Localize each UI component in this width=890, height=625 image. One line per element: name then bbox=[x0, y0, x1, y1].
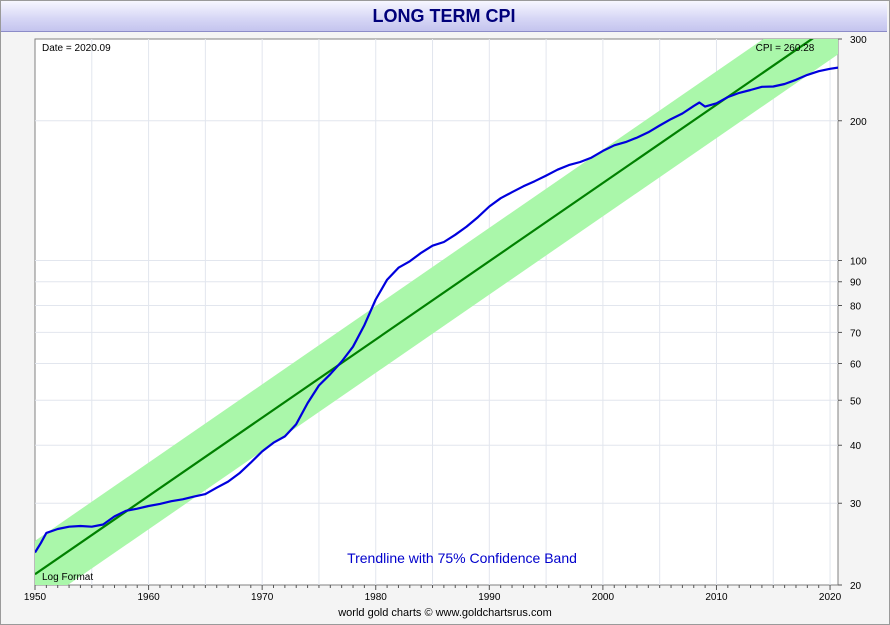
y-tick-label: 40 bbox=[850, 441, 862, 452]
trendline bbox=[35, 39, 814, 576]
x-tick-label: 1980 bbox=[365, 592, 388, 603]
date-label: Date = 2020.09 bbox=[42, 43, 111, 54]
cpi-series-line bbox=[35, 66, 838, 554]
x-tick-label: 1950 bbox=[24, 592, 47, 603]
confidence-band bbox=[35, 39, 838, 585]
series-group bbox=[35, 66, 838, 554]
y-tick-label: 60 bbox=[850, 359, 862, 370]
band-annotation: Trendline with 75% Confidence Band bbox=[347, 550, 577, 566]
y-tick-label: 300 bbox=[850, 35, 867, 46]
x-tick-label: 2000 bbox=[592, 592, 615, 603]
footer-credit: world gold charts © www.goldchartsrus.co… bbox=[338, 607, 552, 619]
x-tick-label: 2010 bbox=[705, 592, 728, 603]
log-format-label: Log Format bbox=[42, 572, 93, 583]
x-tick-label: 1960 bbox=[137, 592, 160, 603]
x-tick-label: 2020 bbox=[819, 592, 842, 603]
y-tick-label: 90 bbox=[850, 278, 862, 289]
y-tick-label: 100 bbox=[850, 257, 867, 268]
confidence-band-group bbox=[35, 39, 838, 585]
x-tick-label: 1970 bbox=[251, 592, 274, 603]
axes: 1950 1960 1970 1980 1990 2000 2010 202020304050… bbox=[24, 35, 867, 603]
y-tick-label: 50 bbox=[850, 396, 862, 407]
grid bbox=[35, 39, 838, 585]
chart-title: LONG TERM CPI bbox=[1, 1, 887, 32]
y-tick-label: 80 bbox=[850, 301, 862, 312]
x-tick-label: 1990 bbox=[478, 592, 501, 603]
trendline-group bbox=[35, 39, 814, 576]
y-tick-label: 30 bbox=[850, 499, 862, 510]
y-tick-label: 20 bbox=[850, 581, 862, 592]
y-tick-label: 70 bbox=[850, 328, 862, 339]
y-tick-label: 200 bbox=[850, 117, 867, 128]
cpi-label: CPI = 260.28 bbox=[756, 43, 815, 54]
